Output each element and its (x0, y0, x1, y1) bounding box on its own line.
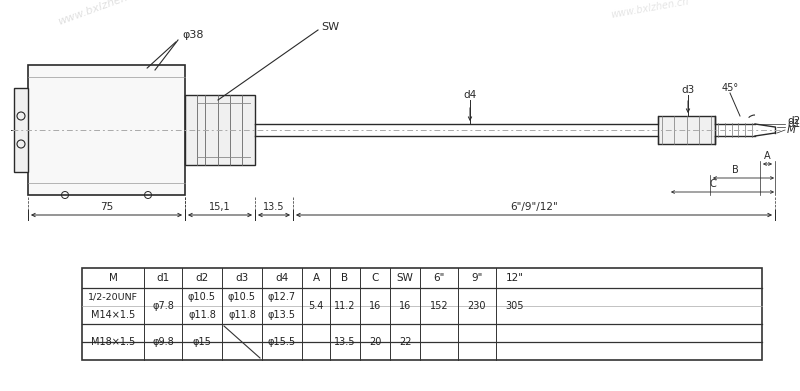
Text: φ13.5: φ13.5 (268, 310, 296, 320)
Text: d3: d3 (235, 273, 249, 283)
Text: 16: 16 (369, 301, 381, 311)
Text: φ7.8: φ7.8 (152, 301, 174, 311)
Text: 305: 305 (506, 301, 524, 311)
Text: 13.5: 13.5 (334, 337, 356, 347)
Text: M14×1.5: M14×1.5 (91, 310, 135, 320)
Text: A: A (313, 273, 319, 283)
Text: M18×1.5: M18×1.5 (91, 337, 135, 347)
Text: 75: 75 (100, 202, 113, 212)
Text: 6": 6" (434, 273, 445, 283)
Text: SW: SW (321, 22, 339, 32)
Text: φ15: φ15 (193, 337, 211, 347)
Text: φ12.7: φ12.7 (268, 292, 296, 302)
Text: d1: d1 (156, 273, 170, 283)
Text: φ11.8: φ11.8 (188, 310, 216, 320)
Text: B: B (342, 273, 349, 283)
Text: C: C (371, 273, 378, 283)
Bar (82, 268, 762, 360)
Text: 16: 16 (399, 301, 411, 311)
Text: www.bxlzhen.cn: www.bxlzhen.cn (56, 0, 144, 27)
Text: M: M (109, 273, 118, 283)
Text: 1/2-20UNF: 1/2-20UNF (88, 292, 138, 301)
Bar (14, 88, 28, 172)
Text: www.bxlzhen.cn: www.bxlzhen.cn (610, 0, 690, 20)
Text: φ10.5: φ10.5 (188, 292, 216, 302)
Text: A: A (764, 151, 771, 161)
Text: φ10.5: φ10.5 (228, 292, 256, 302)
Text: d4: d4 (463, 90, 477, 100)
Text: C: C (709, 179, 716, 189)
Text: SW: SW (397, 273, 414, 283)
Text: φ9.8: φ9.8 (152, 337, 174, 347)
Text: 230: 230 (468, 301, 486, 311)
Text: 15,1: 15,1 (209, 202, 231, 212)
Bar (28, 65, 185, 195)
Text: φ15.5: φ15.5 (268, 337, 296, 347)
Text: 11.2: 11.2 (334, 301, 356, 311)
Text: M: M (787, 125, 796, 135)
Text: 9": 9" (471, 273, 482, 283)
Text: d4: d4 (275, 273, 289, 283)
Text: 5.4: 5.4 (308, 301, 324, 311)
Bar (185, 95, 255, 165)
Bar (658, 116, 715, 144)
Text: 13.5: 13.5 (263, 202, 285, 212)
Text: 6"/9"/12": 6"/9"/12" (510, 202, 558, 212)
Text: 12": 12" (506, 273, 524, 283)
Text: d2: d2 (195, 273, 209, 283)
Text: d1: d1 (787, 119, 800, 129)
Text: 152: 152 (430, 301, 448, 311)
Text: d3: d3 (682, 85, 694, 95)
Text: 20: 20 (369, 337, 381, 347)
Text: B: B (732, 165, 739, 175)
Text: φ11.8: φ11.8 (228, 310, 256, 320)
Text: 45°: 45° (722, 83, 738, 93)
Text: φ38: φ38 (182, 30, 203, 40)
Text: 22: 22 (398, 337, 411, 347)
Text: d2: d2 (787, 116, 800, 126)
